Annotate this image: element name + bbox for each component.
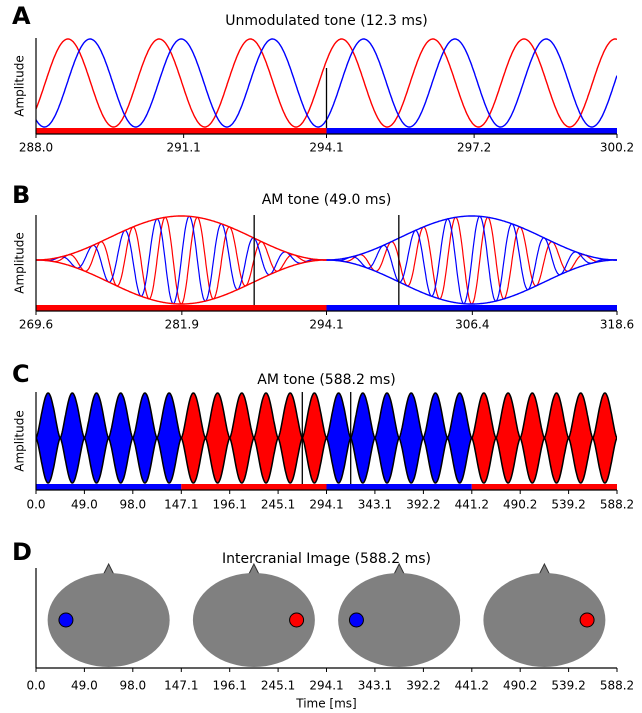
panel-title: AM tone (49.0 ms) [262, 192, 392, 208]
lobe [591, 392, 617, 484]
x-tick-label: 291.1 [166, 141, 200, 155]
lobe [519, 392, 546, 484]
x-tick-label: 294.1 [309, 498, 343, 512]
lobe [349, 392, 376, 484]
x-tick-label: 539.2 [551, 498, 585, 512]
lobe [204, 392, 231, 484]
envelope [36, 259, 327, 305]
x-tick-label: 539.2 [551, 679, 585, 693]
head [47, 573, 170, 667]
source-dot [348, 612, 364, 628]
x-tick-label: 588.2 [600, 679, 634, 693]
x-tick-label: 294.1 [309, 679, 343, 693]
x-tick-label: 147.1 [164, 679, 198, 693]
segment-bar [326, 305, 617, 311]
head [192, 573, 315, 667]
lobe [422, 392, 449, 484]
lobe [36, 392, 62, 484]
x-tick-label: 288.0 [19, 141, 53, 155]
x-tick-label: 49.0 [71, 498, 98, 512]
lobe [59, 392, 86, 484]
x-tick-label: 318.6 [600, 318, 634, 332]
y-axis-label: Amplitude [13, 55, 27, 117]
segment-bar [181, 484, 327, 490]
segment-bar [471, 484, 617, 490]
x-tick-label: 98.0 [119, 679, 146, 693]
x-tick-label: 281.9 [165, 318, 199, 332]
x-tick-label: 297.2 [457, 141, 491, 155]
lobe [398, 392, 425, 484]
x-tick-label: 441.2 [455, 498, 489, 512]
panel-title: AM tone (588.2 ms) [257, 372, 395, 388]
segment-bar [326, 484, 472, 490]
envelope [36, 215, 327, 261]
lobe [131, 392, 158, 484]
source-dot [289, 612, 305, 628]
y-axis-label: Amplitude [13, 232, 27, 294]
lobe [301, 392, 328, 484]
nose [538, 562, 551, 575]
segment-bar [36, 128, 327, 134]
y-axis-label: Amplitude [13, 410, 27, 472]
segment-bar [326, 128, 617, 134]
lobe [253, 392, 279, 484]
x-tick-label: 196.1 [213, 498, 247, 512]
panel-label: C [12, 360, 30, 388]
x-tick-label: 343.1 [358, 498, 392, 512]
plot-area [36, 215, 617, 305]
x-tick-label: 98.0 [119, 498, 146, 512]
head [483, 573, 606, 667]
x-tick-label: 343.1 [358, 679, 392, 693]
source-dot [579, 612, 595, 628]
plot-area [36, 392, 617, 484]
envelope [326, 259, 617, 305]
envelope [326, 215, 617, 261]
source-dot [58, 612, 74, 628]
waveform [36, 38, 617, 128]
lobe [107, 392, 134, 484]
lobe [495, 392, 522, 484]
x-tick-label: 147.1 [164, 498, 198, 512]
lobe [325, 392, 352, 484]
segment-bar [36, 484, 182, 490]
x-tick-label: 294.1 [309, 318, 343, 332]
x-tick-label: 196.1 [213, 679, 247, 693]
x-tick-label: 0.0 [26, 498, 45, 512]
panel-label: D [12, 538, 32, 566]
x-tick-label: 245.1 [261, 498, 295, 512]
x-axis-label: Time [ms] [295, 697, 357, 711]
x-tick-label: 392.2 [406, 498, 440, 512]
panel-label: B [12, 181, 30, 209]
lobe [180, 392, 207, 484]
segment-bar [36, 305, 327, 311]
x-tick-label: 300.2 [600, 141, 634, 155]
lobe [156, 392, 183, 484]
x-tick-label: 294.1 [309, 141, 343, 155]
lobe [470, 392, 497, 484]
x-tick-label: 490.2 [503, 679, 537, 693]
panel-label: A [12, 2, 31, 30]
x-tick-label: 588.2 [600, 498, 634, 512]
panel-title: Unmodulated tone (12.3 ms) [225, 13, 427, 29]
lobe [446, 392, 473, 484]
x-tick-label: 392.2 [406, 679, 440, 693]
head [338, 573, 461, 667]
nose [102, 562, 115, 575]
x-tick-label: 490.2 [503, 498, 537, 512]
panel-title: Intercranial Image (588.2 ms) [222, 551, 431, 567]
x-tick-label: 49.0 [71, 679, 98, 693]
x-tick-label: 0.0 [26, 679, 45, 693]
lobe [83, 392, 110, 484]
lobe [374, 392, 400, 484]
lobe [543, 392, 570, 484]
lobe [228, 392, 255, 484]
x-tick-label: 441.2 [455, 679, 489, 693]
x-tick-label: 245.1 [261, 679, 295, 693]
lobe [277, 392, 304, 484]
x-tick-label: 306.4 [455, 318, 489, 332]
lobe [567, 392, 594, 484]
x-tick-label: 269.6 [19, 318, 53, 332]
